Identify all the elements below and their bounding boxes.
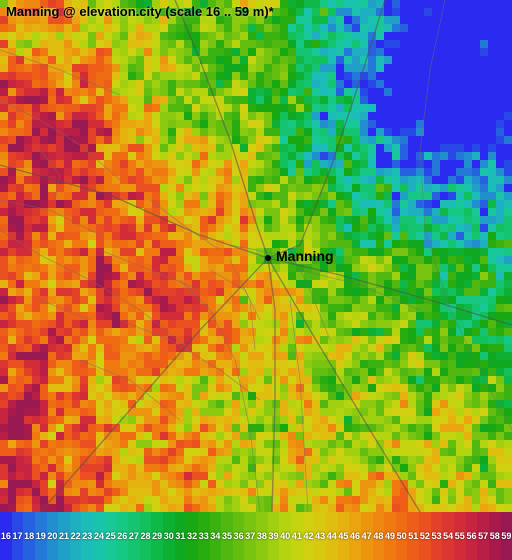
legend-cell: 58	[489, 512, 501, 560]
legend-cell: 23	[81, 512, 93, 560]
legend-cell: 52	[419, 512, 431, 560]
legend-cell: 44	[326, 512, 338, 560]
legend-cell: 40	[279, 512, 291, 560]
legend-cell: 37	[244, 512, 256, 560]
legend-cell: 47	[361, 512, 373, 560]
legend-cell: 50	[396, 512, 408, 560]
elevation-heatmap: Manning	[0, 0, 512, 512]
legend-cell: 24	[93, 512, 105, 560]
legend-cell: 38	[256, 512, 268, 560]
legend-cell: 35	[221, 512, 233, 560]
legend-cell: 48	[373, 512, 385, 560]
place-marker	[265, 255, 271, 261]
legend-cell: 39	[268, 512, 280, 560]
legend-cell: 33	[198, 512, 210, 560]
legend-cell: 56	[466, 512, 478, 560]
legend-cell: 36	[233, 512, 245, 560]
place-label: Manning	[276, 248, 334, 264]
legend-cell: 51	[407, 512, 419, 560]
legend-cell: 19	[35, 512, 47, 560]
legend-cell: 18	[23, 512, 35, 560]
legend-cell: 27	[128, 512, 140, 560]
color-legend: 1617181920212223242526272829303132333435…	[0, 512, 512, 560]
legend-cell: 28	[140, 512, 152, 560]
legend-cell: 29	[151, 512, 163, 560]
map-title: Manning @ elevation.city (scale 16 .. 59…	[6, 4, 274, 19]
legend-cell: 31	[175, 512, 187, 560]
legend-cell: 21	[58, 512, 70, 560]
elevation-map-container: Manning @ elevation.city (scale 16 .. 59…	[0, 0, 512, 560]
legend-cell: 22	[70, 512, 82, 560]
legend-cell: 20	[47, 512, 59, 560]
legend-cell: 54	[442, 512, 454, 560]
legend-cell: 30	[163, 512, 175, 560]
legend-cell: 43	[314, 512, 326, 560]
legend-cell: 26	[116, 512, 128, 560]
legend-cell: 55	[454, 512, 466, 560]
legend-cell: 53	[431, 512, 443, 560]
heatmap-canvas	[0, 0, 512, 512]
legend-cell: 42	[303, 512, 315, 560]
legend-cell: 45	[338, 512, 350, 560]
legend-cell: 25	[105, 512, 117, 560]
legend-cell: 49	[384, 512, 396, 560]
legend-cell: 59	[501, 512, 512, 560]
legend-cell: 32	[186, 512, 198, 560]
legend-cell: 41	[291, 512, 303, 560]
legend-cell: 16	[0, 512, 12, 560]
legend-cell: 57	[477, 512, 489, 560]
legend-cell: 17	[12, 512, 24, 560]
legend-cell: 34	[210, 512, 222, 560]
legend-cell: 46	[349, 512, 361, 560]
